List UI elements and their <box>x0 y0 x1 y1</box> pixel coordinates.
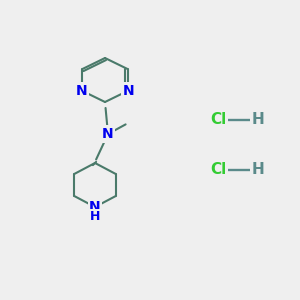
Text: N: N <box>102 127 114 141</box>
Text: H: H <box>90 209 100 223</box>
Text: N: N <box>76 84 87 98</box>
Text: H: H <box>252 112 264 128</box>
Text: N: N <box>89 200 101 214</box>
Text: Cl: Cl <box>210 163 226 178</box>
Text: Cl: Cl <box>210 112 226 128</box>
Text: H: H <box>252 163 264 178</box>
Text: N: N <box>123 84 134 98</box>
